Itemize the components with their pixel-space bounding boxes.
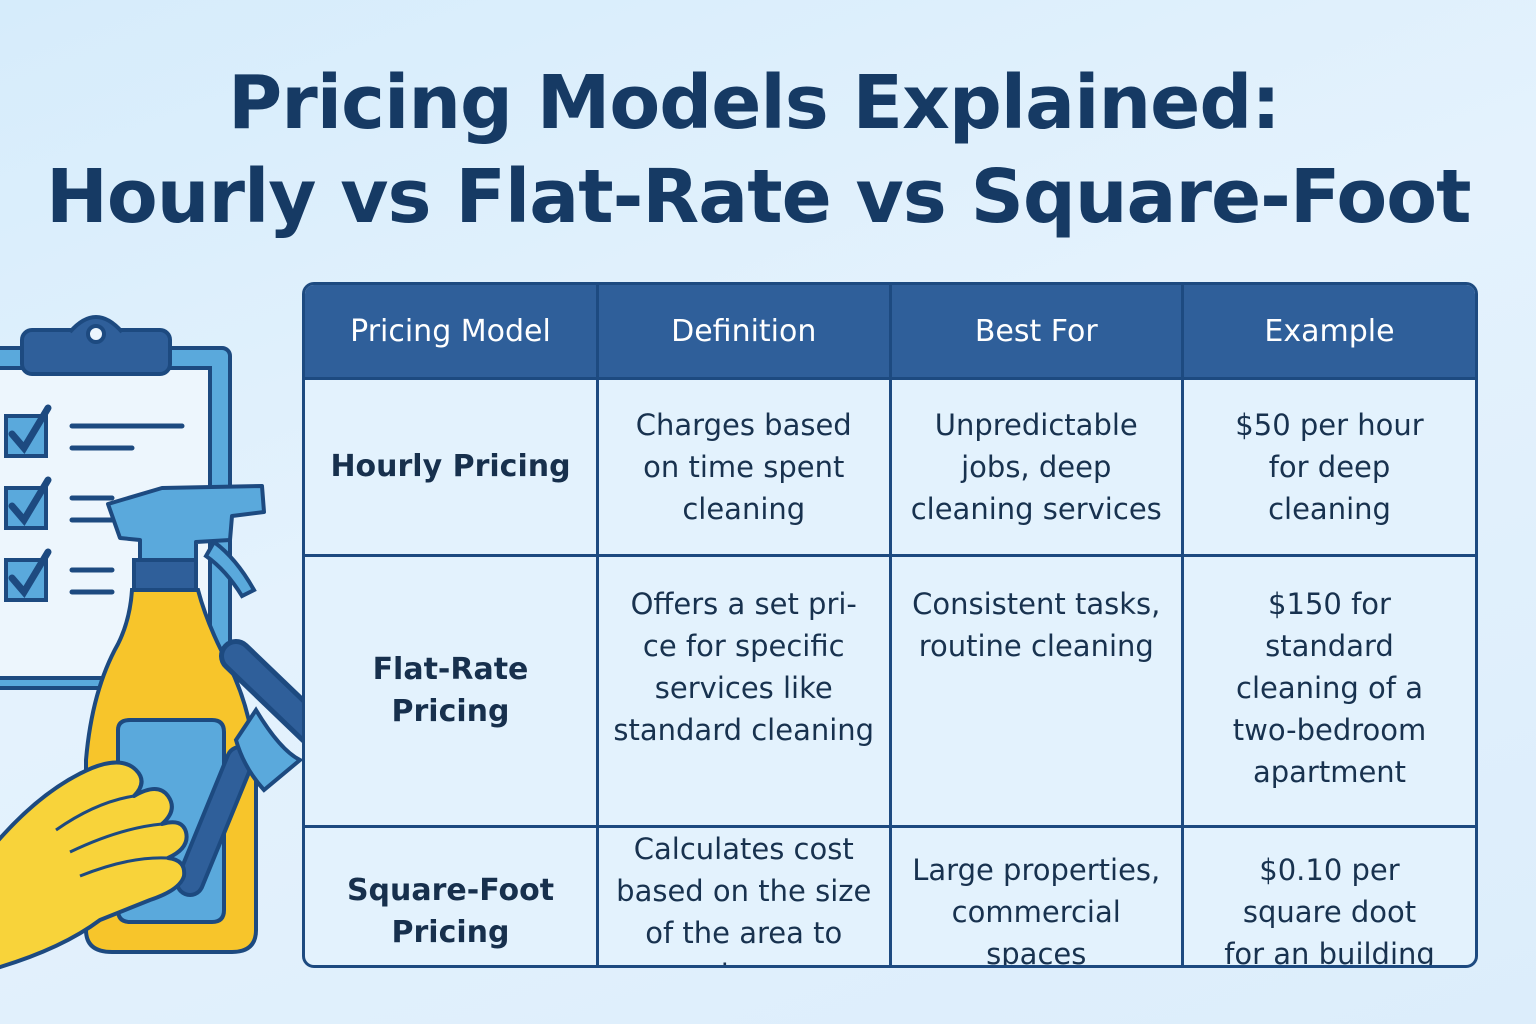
table-row: Square-Foot Pricing Calculates cost base… [305, 825, 1475, 968]
cell-text: Charges based on time spent cleaning [635, 408, 852, 526]
checkbox-icon [4, 404, 52, 458]
definition-cell: Charges based on time spent cleaning [596, 377, 892, 557]
column-header-best-for: Best For [888, 285, 1184, 380]
pricing-table: Pricing Model Definition Best For Exampl… [302, 282, 1478, 968]
page-title-line-2: Hourly vs Flat-Rate vs Square-Foot [46, 154, 1471, 240]
column-header-example: Example [1181, 285, 1475, 380]
gloved-hand-icon [0, 760, 189, 970]
best-for-cell: Consistent tasks, routine cleaning [888, 554, 1184, 828]
table-row: Hourly Pricing Charges based on time spe… [305, 377, 1475, 557]
table-header-row: Pricing Model Definition Best For Exampl… [305, 285, 1475, 380]
cell-text: Hourly Pricing [330, 449, 571, 484]
cell-text: Large properties, commercial spaces [912, 853, 1161, 968]
cell-text: Offers a set pri- ce for specific servic… [613, 587, 875, 747]
best-for-cell: Large properties, commercial spaces [888, 825, 1184, 968]
cell-text: Calculates cost based on the size of the… [616, 832, 872, 965]
checkbox-icon [4, 548, 52, 602]
pricing-model-cell: Hourly Pricing [305, 377, 599, 557]
example-cell: $50 per hour for deep cleaning [1181, 377, 1475, 557]
cell-text: Unpredictable jobs, deep cleaning servic… [910, 408, 1162, 526]
table-row: Flat-Rate Pricing Offers a set pri- ce f… [305, 554, 1475, 828]
cell-text: $0.10 per square doot for an building [1224, 853, 1435, 968]
checkbox-icon [4, 476, 52, 530]
cell-text: Consistent tasks, routine cleaning [912, 587, 1161, 663]
definition-cell: Offers a set pri- ce for specific servic… [596, 554, 892, 828]
column-header-pricing-model: Pricing Model [305, 285, 599, 380]
cell-text: Flat-Rate Pricing [372, 652, 529, 729]
pricing-model-cell: Square-Foot Pricing [305, 825, 599, 965]
column-header-definition: Definition [596, 285, 892, 380]
cell-text: $150 for standard cleaning of a two-bedr… [1232, 587, 1427, 789]
definition-cell: Calculates cost based on the size of the… [596, 825, 892, 965]
page-title-line-1: Pricing Models Explained: [228, 60, 1281, 146]
cell-text: $50 per hour for deep cleaning [1235, 408, 1424, 526]
best-for-cell: Unpredictable jobs, deep cleaning servic… [888, 377, 1184, 557]
pricing-model-cell: Flat-Rate Pricing [305, 554, 599, 828]
example-cell: $150 for standard cleaning of a two-bedr… [1181, 554, 1475, 828]
cell-text: Square-Foot Pricing [346, 873, 555, 950]
example-cell: $0.10 per square doot for an building [1181, 825, 1475, 968]
